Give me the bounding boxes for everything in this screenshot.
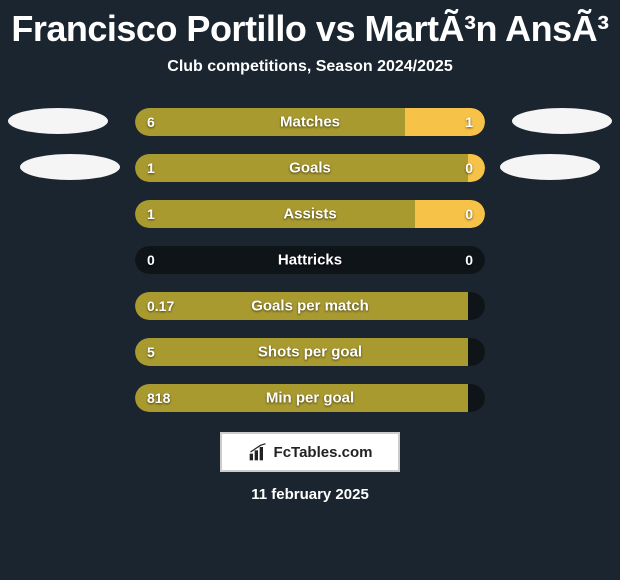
- bar-wrap: 1 0 Goals: [135, 154, 485, 182]
- value-right: 0: [465, 206, 473, 222]
- bar-wrap: 818 Min per goal: [135, 384, 485, 412]
- stat-row: 5 Shots per goal: [135, 338, 485, 366]
- comparison-card: Francisco Portillo vs MartÃ³n AnsÃ³ Club…: [0, 0, 620, 580]
- stat-row: 818 Min per goal: [135, 384, 485, 412]
- value-right: 1: [465, 114, 473, 130]
- stat-label: Matches: [280, 114, 340, 131]
- value-right: 0: [465, 252, 473, 268]
- bar-wrap: 6 1 Matches: [135, 108, 485, 136]
- page-subtitle: Club competitions, Season 2024/2025: [167, 58, 452, 76]
- page-title: Francisco Portillo vs MartÃ³n AnsÃ³: [11, 8, 608, 50]
- bar-wrap: 5 Shots per goal: [135, 338, 485, 366]
- player-right-badge-1: [512, 108, 612, 134]
- value-left: 0: [147, 252, 155, 268]
- bar-right: [415, 200, 485, 228]
- chart-area: 6 1 Matches 1 0 Goals 1 0 Assists 0 0 Hattricks 0.17…: [0, 108, 620, 412]
- bar-wrap: 0.17 Goals per match: [135, 292, 485, 320]
- value-left: 818: [147, 390, 170, 406]
- stats-icon: [248, 442, 268, 462]
- value-left: 6: [147, 114, 155, 130]
- bar-wrap: 1 0 Assists: [135, 200, 485, 228]
- stat-row: 1 0 Goals: [135, 154, 485, 182]
- stat-label: Hattricks: [278, 252, 342, 269]
- stat-label: Min per goal: [266, 390, 354, 407]
- stat-label: Assists: [283, 206, 336, 223]
- value-left: 1: [147, 160, 155, 176]
- player-left-badge-1: [8, 108, 108, 134]
- stat-label: Goals per match: [251, 298, 369, 315]
- player-right-badge-2: [500, 154, 600, 180]
- stat-row: 1 0 Assists: [135, 200, 485, 228]
- value-left: 5: [147, 344, 155, 360]
- stat-row: 0 0 Hattricks: [135, 246, 485, 274]
- value-right: 0: [465, 160, 473, 176]
- bar-wrap: 0 0 Hattricks: [135, 246, 485, 274]
- bar-left: [135, 200, 415, 228]
- value-left: 1: [147, 206, 155, 222]
- value-left: 0.17: [147, 298, 174, 314]
- stat-label: Goals: [289, 160, 331, 177]
- stat-label: Shots per goal: [258, 344, 362, 361]
- brand-box[interactable]: FcTables.com: [220, 432, 400, 472]
- brand-label: FcTables.com: [274, 444, 373, 461]
- date-label: 11 february 2025: [251, 486, 369, 503]
- player-left-badge-2: [20, 154, 120, 180]
- stat-row: 6 1 Matches: [135, 108, 485, 136]
- bar-left: [135, 108, 405, 136]
- stat-row: 0.17 Goals per match: [135, 292, 485, 320]
